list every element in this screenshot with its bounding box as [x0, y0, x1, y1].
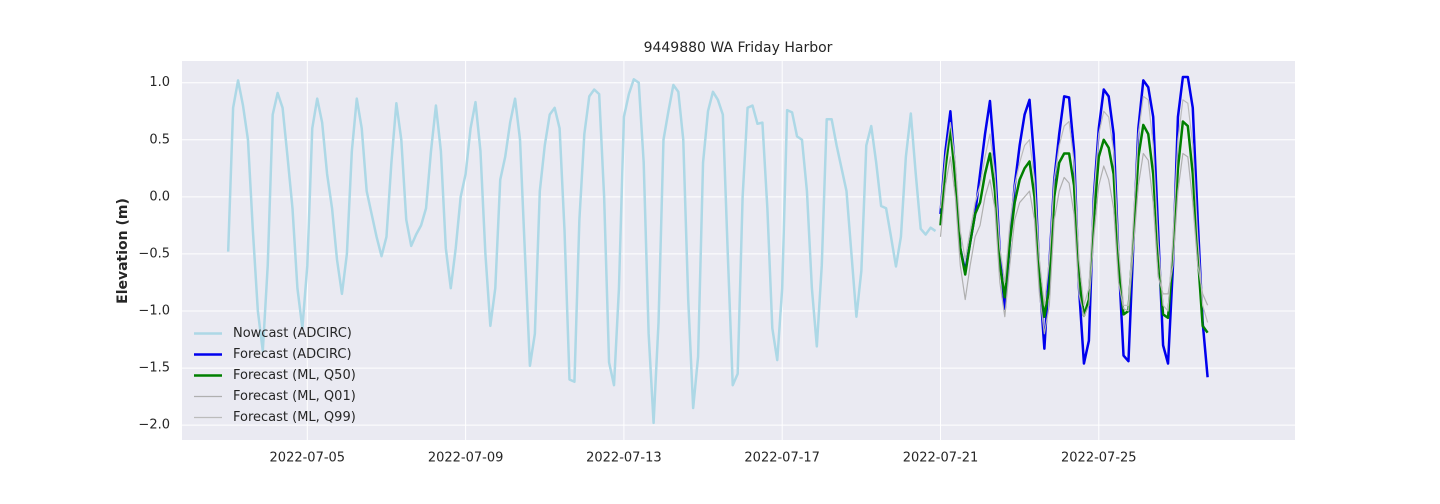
legend-label: Forecast (ML, Q01)	[233, 389, 356, 404]
legend-label: Forecast (ML, Q99)	[233, 410, 356, 425]
legend-label: Forecast (ADCIRC)	[233, 347, 352, 362]
y-tick-label: −2.0	[138, 418, 170, 433]
chart-title: 9449880 WA Friday Harbor	[644, 40, 833, 56]
plot-area	[182, 61, 1295, 440]
legend-label: Nowcast (ADCIRC)	[233, 326, 352, 341]
y-axis-label: Elevation (m)	[115, 198, 131, 304]
series-line	[939, 95, 1209, 323]
y-tick-label: −1.0	[138, 304, 170, 319]
y-tick-label: −0.5	[138, 246, 170, 261]
x-tick-label: 2022-07-13	[586, 451, 662, 466]
series-line	[939, 152, 1209, 335]
y-tick-label: −1.5	[138, 361, 170, 376]
x-tick-label: 2022-07-09	[428, 451, 504, 466]
x-tick-label: 2022-07-21	[903, 451, 979, 466]
series-line	[939, 75, 1209, 378]
y-tick-label: 0.0	[149, 189, 170, 204]
x-tick-label: 2022-07-25	[1061, 451, 1137, 466]
legend-label: Forecast (ML, Q50)	[233, 368, 356, 383]
series-line	[226, 78, 937, 425]
x-tick-label: 2022-07-17	[744, 451, 820, 466]
series-line	[939, 120, 1209, 334]
y-tick-label: 1.0	[149, 75, 170, 90]
y-tick-label: 0.5	[149, 132, 170, 147]
x-tick-label: 2022-07-05	[270, 451, 346, 466]
